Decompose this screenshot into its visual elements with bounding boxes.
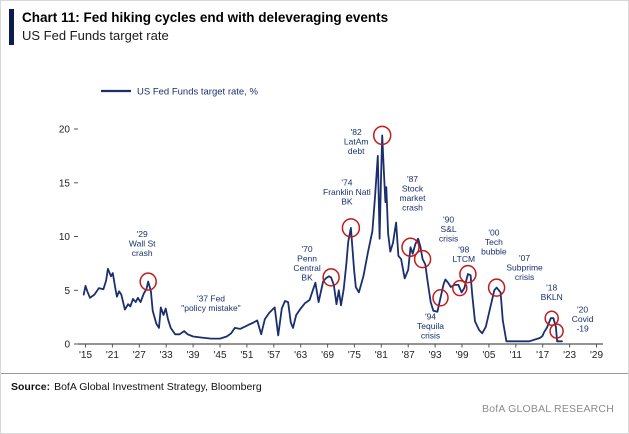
x-tick-label: '23 — [563, 350, 576, 361]
source-line: Source: BofA Global Investment Strategy, … — [11, 381, 616, 393]
annotation-label-subprime-crisis: '07 — [519, 253, 530, 263]
event-circle-sl-crisis — [413, 249, 432, 269]
x-tick-label: '05 — [482, 350, 495, 361]
annotation-label-latam-debt: LatAm — [344, 136, 369, 146]
brand-text: BofA GLOBAL RESEARCH — [482, 403, 614, 415]
annotation-label-sl-crisis: S&L — [441, 224, 457, 234]
annotation-label-wall-st-crash: crash — [132, 248, 153, 258]
x-tick-label: '63 — [294, 350, 307, 361]
annotation-label-fed-policy-mistake: "policy mistake" — [181, 303, 240, 313]
event-circle-wall-st-crash — [139, 272, 157, 291]
y-tick-label: 10 — [59, 232, 71, 243]
annotation-label-tequila-crisis: Tequila — [417, 321, 444, 331]
annotation-label-stock-market-crash-87: Stock — [402, 184, 424, 194]
annotation-label-wall-st-crash: Wall St — [129, 239, 156, 249]
chart-subtitle: US Fed Funds target rate — [22, 28, 169, 43]
footer: Source: BofA Global Investment Strategy, … — [1, 373, 628, 433]
annotation-label-latam-debt: debt — [348, 146, 365, 156]
y-tick-label: 5 — [64, 286, 70, 297]
annotation-label-franklin-natl-bk: '74 — [341, 177, 352, 187]
source-label: Source: — [11, 381, 51, 393]
annotation-label-sl-crisis: '90 — [443, 215, 454, 225]
event-circle-franklin-natl-bk — [341, 218, 361, 238]
legend-label: US Fed Funds target rate, % — [137, 87, 258, 98]
annotation-label-covid-19: Covid — [572, 314, 594, 324]
x-tick-label: '33 — [160, 350, 173, 361]
source-text: BofA Global Investment Strategy, Bloombe… — [54, 381, 262, 393]
x-tick-label: '21 — [106, 350, 119, 361]
x-tick-label: '75 — [348, 350, 361, 361]
annotation-label-covid-19: '20 — [577, 305, 588, 315]
x-tick-label: '45 — [213, 350, 226, 361]
fed-funds-line-chart: '15 '21 '27 '33 '39 '45 '51 '57 '63 '69 '75 '81 '87 '… — [59, 87, 604, 362]
annotation-label-franklin-natl-bk: Franklin Natl — [323, 187, 371, 197]
annotation-label-ltcm: '98 — [458, 244, 469, 254]
annotation-label-fed-policy-mistake: '37 Fed — [197, 293, 225, 303]
y-tick-label: 20 — [59, 125, 71, 136]
event-circle-bkln — [544, 310, 559, 326]
annotation-label-sl-crisis: crisis — [439, 234, 458, 244]
annotation-label-ltcm: LTCM — [453, 254, 476, 264]
annotation-label-penn-central-bk: BK — [301, 273, 313, 283]
event-circle-ltcm — [452, 279, 468, 297]
x-tick-label: '27 — [133, 350, 146, 361]
x-tick-label: '99 — [455, 350, 468, 361]
x-tick-label: '17 — [536, 350, 549, 361]
y-tick-label: 0 — [64, 340, 70, 351]
annotation-label-tequila-crisis: crisis — [421, 330, 440, 340]
annotation-label-stock-market-crash-87: market — [400, 193, 427, 203]
event-circle-tequila-crisis — [432, 289, 449, 307]
annotation-label-tech-bubble: '00 — [488, 228, 499, 238]
annotation-label-stock-market-crash-87: '87 — [407, 174, 418, 184]
annotation-label-penn-central-bk: Central — [293, 263, 321, 273]
event-circle-covid-19 — [549, 323, 564, 339]
annotation-label-penn-central-bk: '70 — [302, 244, 313, 254]
fed-funds-rate-line — [82, 134, 563, 343]
annotation-label-covid-19: -19 — [576, 324, 589, 334]
event-circle-subprime-crisis — [487, 278, 506, 297]
annotation-label-penn-central-bk: Penn — [297, 254, 317, 264]
event-circle-penn-central-bk — [322, 268, 340, 287]
annotation-label-stock-market-crash-87: crash — [402, 203, 423, 213]
annotation-label-wall-st-crash: '29 — [137, 229, 148, 239]
y-tick-label: 15 — [59, 178, 71, 189]
annotation-label-bkln: '18 — [546, 282, 557, 292]
annotation-label-tech-bubble: bubble — [481, 247, 507, 257]
chart-header: Chart 11: Fed hiking cycles end with del… — [9, 9, 388, 45]
annotation-label-franklin-natl-bk: BK — [341, 196, 353, 206]
x-tick-label: '69 — [321, 350, 334, 361]
x-tick-label: '29 — [590, 350, 603, 361]
title-block: Chart 11: Fed hiking cycles end with del… — [22, 9, 388, 45]
annotation-label-subprime-crisis: Subprime — [506, 263, 543, 273]
annotation-label-tech-bubble: Tech — [485, 237, 503, 247]
x-tick-label: '15 — [79, 350, 92, 361]
x-tick-label: '57 — [267, 350, 280, 361]
event-circle-stock-market-crash-87 — [401, 237, 420, 258]
accent-bar — [9, 9, 14, 45]
x-tick-label: '51 — [240, 350, 253, 361]
event-circle-tech-bubble — [459, 264, 477, 284]
x-tick-label: '81 — [375, 350, 388, 361]
annotation-label-bkln: BKLN — [541, 292, 563, 302]
x-tick-label: '11 — [510, 350, 523, 361]
annotation-label-subprime-crisis: crisis — [515, 272, 534, 282]
event-circle-latam-debt — [372, 125, 392, 146]
annotation-label-latam-debt: '82 — [351, 127, 362, 137]
annotation-label-tequila-crisis: '94 — [425, 311, 436, 321]
x-tick-label: '39 — [187, 350, 200, 361]
chart-title: Chart 11: Fed hiking cycles end with del… — [22, 10, 389, 25]
x-tick-label: '87 — [402, 350, 415, 361]
x-tick-label: '93 — [429, 350, 442, 361]
